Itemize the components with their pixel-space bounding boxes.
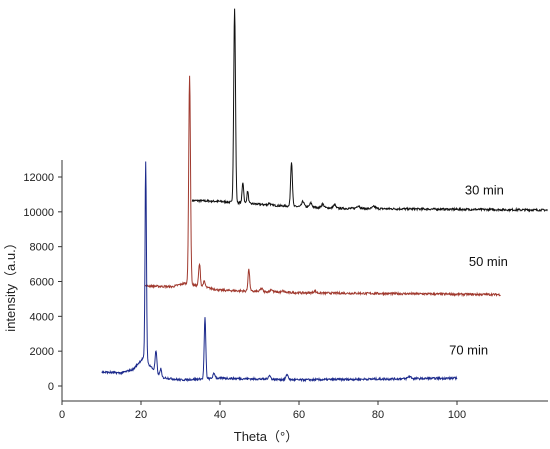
y-tick-label: 8000 xyxy=(30,242,54,254)
x-tick-label: 0 xyxy=(59,409,65,421)
series-label: 70 min xyxy=(449,343,488,358)
series-label: 30 min xyxy=(465,182,504,197)
series-layer xyxy=(101,8,548,383)
x-tick-label: 100 xyxy=(448,409,466,421)
plot-area xyxy=(61,160,548,402)
y-tick-label: 0 xyxy=(48,381,54,393)
x-tick-label: 80 xyxy=(372,409,384,421)
y-tick-label: 10000 xyxy=(23,207,54,219)
ticks-layer: 0 20 40 60 80 100 0 2000 4000 6000 8000 10000 12000 xyxy=(23,172,466,421)
series-line-50-min xyxy=(144,75,501,298)
series-label: 50 min xyxy=(469,254,508,269)
y-axis-title: intensity（a.u.） xyxy=(3,236,18,331)
y-tick-label: 12000 xyxy=(23,172,54,184)
y-tick-label: 4000 xyxy=(30,311,54,323)
x-tick-label: 20 xyxy=(135,409,147,421)
series-line-30-min xyxy=(191,8,548,213)
x-tick-label: 60 xyxy=(293,409,305,421)
y-tick-label: 6000 xyxy=(30,277,54,289)
y-tick-label: 2000 xyxy=(30,346,54,358)
labels-layer: 30 min 50 min 70 min xyxy=(449,182,508,357)
x-axis-title: Theta（°） xyxy=(234,429,298,444)
x-tick-label: 40 xyxy=(214,409,226,421)
series-line-70-min xyxy=(101,161,458,383)
